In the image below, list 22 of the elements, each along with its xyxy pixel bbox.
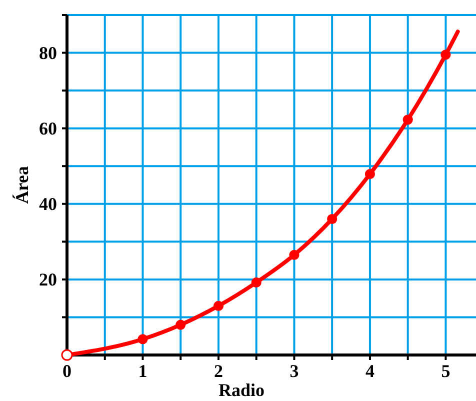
y-tick-label: 60 <box>39 118 57 138</box>
x-tick-label: 5 <box>441 361 450 381</box>
x-tick-label: 1 <box>138 361 148 381</box>
x-axis-title: Radio <box>218 380 265 400</box>
y-tick-label: 40 <box>39 194 57 214</box>
point <box>213 300 224 311</box>
y-axis-title: Área <box>12 166 32 204</box>
point <box>138 334 148 344</box>
point <box>176 320 186 330</box>
x-tick-label: 4 <box>365 361 374 381</box>
y-tick-label: 20 <box>39 269 57 290</box>
point <box>327 214 338 224</box>
point <box>61 349 73 361</box>
x-tick-label: 0 <box>62 361 72 381</box>
point <box>364 169 376 180</box>
point <box>402 114 413 125</box>
point <box>251 277 262 288</box>
point <box>440 50 451 60</box>
point <box>289 250 300 260</box>
x-tick-label: 3 <box>290 361 299 381</box>
x-tick-label: 2 <box>214 361 223 381</box>
y-tick-label: 80 <box>39 42 57 63</box>
